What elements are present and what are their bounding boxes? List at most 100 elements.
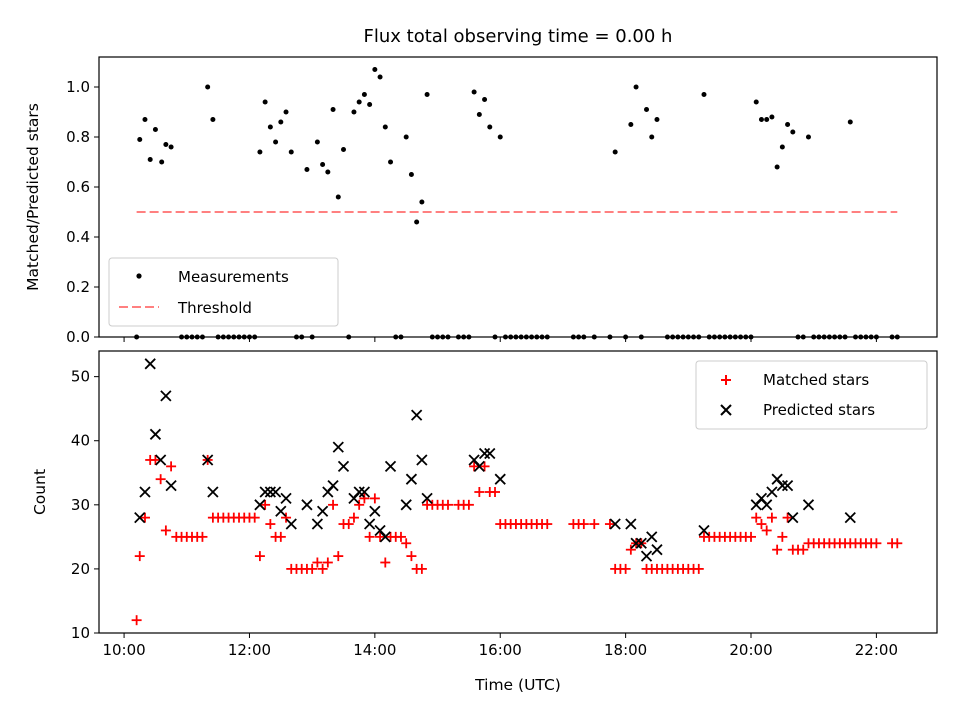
measurement-point bbox=[649, 134, 655, 140]
legend-predicted-marker bbox=[720, 404, 732, 416]
measurement-point bbox=[377, 74, 383, 80]
measurement-point bbox=[278, 119, 284, 125]
predicted-star-point bbox=[802, 499, 815, 511]
predicted-star-point bbox=[155, 454, 167, 466]
count-legend-box bbox=[695, 360, 928, 430]
measurement-point bbox=[304, 167, 310, 172]
predicted-star-point bbox=[259, 486, 271, 498]
measurement-point bbox=[633, 84, 639, 90]
x-tick-label: 12:00 bbox=[228, 641, 271, 659]
matched-star-point bbox=[150, 454, 161, 465]
matched-star-point bbox=[782, 512, 793, 523]
matched-star-point bbox=[756, 519, 767, 530]
measurement-point bbox=[654, 117, 660, 122]
ratio-legend-box bbox=[108, 257, 339, 327]
predicted-star-point bbox=[646, 531, 658, 543]
legend-threshold-label: Threshold bbox=[177, 299, 252, 317]
measurement-point bbox=[351, 109, 357, 115]
matched-star-point bbox=[474, 487, 485, 497]
matched-star-point bbox=[406, 551, 417, 562]
y-tick-label: 30 bbox=[71, 496, 90, 514]
measurement-point bbox=[147, 157, 153, 162]
count-plot-frame bbox=[98, 350, 938, 634]
predicted-star-point bbox=[384, 460, 397, 473]
measurement-point bbox=[785, 122, 791, 127]
measurement-point bbox=[482, 97, 488, 102]
measurement-point bbox=[805, 134, 811, 140]
predicted-star-point bbox=[254, 499, 266, 511]
matched-star-point bbox=[359, 493, 370, 504]
measurement-point bbox=[779, 144, 785, 150]
matched-star-point bbox=[166, 461, 177, 472]
y-tick-label: 0.4 bbox=[66, 228, 90, 246]
y-tick-label: 0.6 bbox=[66, 178, 90, 196]
measurement-point bbox=[388, 159, 394, 165]
matched-star-point bbox=[333, 551, 344, 562]
matched-star-point bbox=[249, 512, 260, 523]
measurement-point bbox=[137, 137, 143, 142]
ratio-y-axis-label: Matched/Predicted stars bbox=[24, 103, 42, 291]
y-tick-label: 1.0 bbox=[66, 78, 90, 96]
x-tick-label: 20:00 bbox=[729, 641, 772, 659]
predicted-star-point bbox=[478, 447, 491, 460]
measurement-point bbox=[314, 139, 320, 145]
x-tick-label: 22:00 bbox=[855, 641, 898, 659]
matched-star-point bbox=[275, 531, 286, 542]
legend-measurements-label: Measurements bbox=[178, 268, 289, 286]
measurement-point bbox=[210, 117, 216, 122]
predicted-star-point bbox=[405, 473, 418, 485]
predicted-star-point bbox=[269, 486, 282, 498]
predicted-star-point bbox=[275, 505, 287, 517]
predicted-star-point bbox=[635, 537, 647, 549]
measurement-point bbox=[372, 67, 378, 72]
matched-star-point bbox=[479, 461, 490, 472]
count-panel: Count Time (UTC) 10 20 30 40 50 10:00 12:00 14… bbox=[31, 350, 938, 694]
predicted-star-point bbox=[421, 492, 433, 505]
x-tick-label: 14:00 bbox=[353, 641, 396, 659]
measurement-point bbox=[159, 159, 165, 165]
matched-star-point bbox=[354, 499, 365, 510]
predicted-star-point bbox=[776, 479, 788, 492]
matched-star-point bbox=[197, 531, 208, 542]
measurement-point bbox=[414, 219, 420, 225]
measurement-point bbox=[262, 99, 268, 105]
matched-star-point bbox=[542, 519, 553, 530]
matched-star-point bbox=[395, 531, 406, 542]
predicted-star-point bbox=[316, 505, 329, 517]
predicted-star-point bbox=[844, 511, 856, 524]
measurement-point bbox=[403, 134, 409, 140]
matched-star-point bbox=[871, 538, 882, 549]
predicted-star-point bbox=[369, 505, 381, 517]
matched-star-point bbox=[375, 531, 386, 542]
measurement-point bbox=[361, 92, 367, 97]
matched-star-point bbox=[772, 544, 783, 555]
matched-star-point bbox=[620, 563, 631, 574]
predicted-star-point bbox=[202, 454, 214, 466]
matched-star-point bbox=[380, 557, 391, 568]
measurement-point bbox=[764, 117, 770, 122]
measurement-point bbox=[335, 194, 341, 200]
measurement-point bbox=[644, 107, 650, 112]
measurement-point bbox=[612, 149, 618, 155]
y-tick-label: 40 bbox=[71, 432, 90, 450]
ratio-y-ticks: 0.0 0.2 0.4 0.6 0.8 1.0 bbox=[66, 78, 99, 346]
measurement-point bbox=[320, 162, 326, 167]
measurement-point bbox=[267, 124, 273, 130]
matched-star-point bbox=[416, 563, 427, 574]
predicted-star-point bbox=[494, 473, 506, 485]
legend-matched-label: Matched stars bbox=[763, 371, 869, 389]
matched-star-point bbox=[348, 512, 359, 523]
measurement-point bbox=[325, 169, 331, 175]
predicted-star-point bbox=[411, 409, 423, 421]
matched-star-point bbox=[139, 512, 150, 523]
measurement-point bbox=[273, 139, 279, 145]
count-y-ticks: 10 20 30 40 50 bbox=[71, 368, 99, 642]
legend-measurements-marker bbox=[136, 273, 142, 279]
measurement-point bbox=[790, 129, 796, 135]
predicted-star-point bbox=[379, 531, 391, 543]
predicted-star-point bbox=[165, 479, 177, 492]
matched-star-point bbox=[892, 538, 903, 549]
measurement-point bbox=[769, 114, 775, 120]
